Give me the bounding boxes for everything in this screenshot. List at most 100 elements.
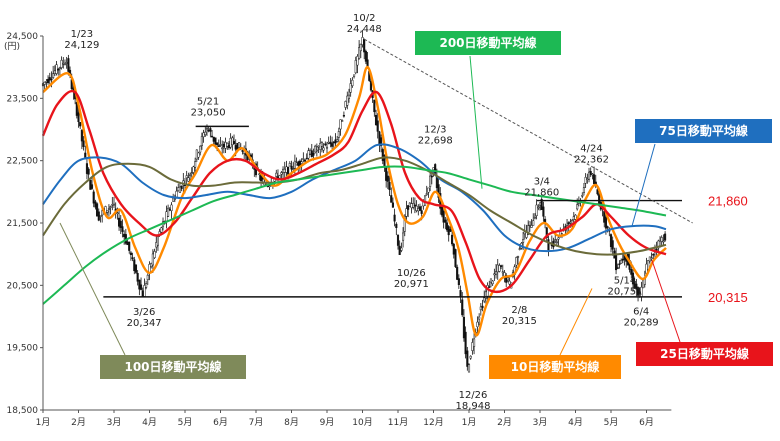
candle-body bbox=[506, 277, 509, 281]
candle-body bbox=[473, 338, 476, 347]
candle-body bbox=[190, 172, 193, 174]
candle-body bbox=[432, 167, 435, 171]
candle-body bbox=[456, 266, 459, 280]
candle-body bbox=[555, 241, 558, 244]
candle-body bbox=[52, 73, 55, 78]
candle-body bbox=[383, 155, 386, 167]
candle-body bbox=[351, 79, 354, 87]
candle-body bbox=[373, 99, 376, 113]
candle-body bbox=[60, 59, 63, 68]
candle-body bbox=[464, 331, 467, 355]
candle-body bbox=[290, 165, 293, 170]
candle-body bbox=[85, 163, 89, 174]
candle-body bbox=[501, 271, 504, 274]
candle-body bbox=[582, 187, 586, 193]
candle-body bbox=[204, 131, 207, 136]
candle-body bbox=[295, 162, 298, 166]
candle-body bbox=[467, 364, 471, 373]
candle-body bbox=[615, 254, 618, 271]
candle-body bbox=[358, 47, 361, 59]
annotation-value: 20,751 bbox=[607, 287, 642, 298]
candle-body bbox=[268, 185, 271, 187]
candle-body bbox=[139, 284, 143, 290]
annotation-value: 20,289 bbox=[624, 317, 659, 328]
candle-body bbox=[339, 119, 342, 130]
x-tick-label: 12月 bbox=[423, 417, 443, 428]
legend-100day: 100日移動平均線 bbox=[100, 355, 246, 379]
callout-200day bbox=[469, 55, 483, 189]
candle-body bbox=[540, 199, 543, 211]
candle-body bbox=[219, 144, 222, 146]
candle-body bbox=[111, 204, 114, 206]
x-tick-label: 3月 bbox=[533, 417, 548, 428]
candle-body bbox=[660, 237, 663, 242]
candle-body bbox=[459, 290, 462, 298]
candle-body bbox=[515, 257, 518, 266]
candle-body bbox=[131, 257, 134, 259]
candle-body bbox=[636, 287, 640, 296]
candle-body bbox=[354, 60, 357, 74]
candle-body bbox=[77, 112, 80, 123]
x-tick-label: 6月 bbox=[639, 417, 654, 428]
candle-body bbox=[395, 223, 398, 228]
candle-body bbox=[593, 174, 596, 185]
candle-body bbox=[231, 137, 234, 146]
candle-body bbox=[496, 264, 499, 273]
candle-body bbox=[65, 62, 68, 64]
level-label-21860: 21,860 bbox=[708, 194, 748, 209]
candle-body bbox=[374, 115, 378, 126]
callout-75day bbox=[631, 143, 656, 227]
annotation-date: 10/26 bbox=[397, 268, 426, 279]
y-tick-label: 22,500 bbox=[7, 157, 39, 167]
x-tick-label: 3月 bbox=[107, 417, 122, 428]
candle-body bbox=[479, 306, 482, 311]
y-tick-label: 18,500 bbox=[7, 406, 39, 416]
x-tick-label: 2月 bbox=[71, 417, 86, 428]
candle-body bbox=[320, 142, 323, 147]
candle-body bbox=[148, 264, 151, 273]
candle-body bbox=[334, 139, 337, 144]
candle-body bbox=[427, 187, 430, 193]
candle-body bbox=[145, 283, 148, 288]
candle-body bbox=[121, 226, 124, 232]
ma25-line bbox=[41, 89, 667, 294]
x-tick-label: 2月 bbox=[497, 417, 512, 428]
candle-body bbox=[101, 210, 104, 216]
annotation-value: 20,315 bbox=[502, 316, 537, 327]
candle-body bbox=[332, 141, 335, 144]
candle-body bbox=[452, 243, 455, 255]
candle-body bbox=[170, 204, 173, 211]
candle-body bbox=[312, 153, 315, 156]
candle-body bbox=[361, 37, 364, 45]
x-tick-label: 11月 bbox=[388, 417, 408, 428]
candle-body bbox=[307, 150, 310, 159]
candle-body bbox=[547, 239, 550, 251]
candle-body bbox=[650, 257, 653, 259]
candle-body bbox=[207, 129, 210, 132]
candle-body bbox=[281, 168, 285, 173]
candle-body bbox=[396, 235, 400, 246]
candle-body bbox=[364, 50, 367, 62]
candle-body bbox=[327, 141, 330, 144]
candle-body bbox=[197, 152, 200, 158]
annotation-date: 2/8 bbox=[511, 305, 527, 316]
candle-body bbox=[82, 140, 85, 147]
candle-body bbox=[79, 122, 82, 127]
candle-body bbox=[165, 211, 168, 222]
candle-body bbox=[47, 79, 50, 84]
candle-body bbox=[199, 145, 202, 153]
candle-body bbox=[50, 78, 53, 81]
callout-25day bbox=[651, 260, 681, 343]
candle-body bbox=[385, 167, 388, 181]
candle-body bbox=[109, 206, 112, 208]
candle-body bbox=[57, 68, 60, 71]
candle-body bbox=[177, 187, 180, 192]
candle-body bbox=[481, 305, 484, 309]
candle-body bbox=[178, 186, 181, 193]
candle-body bbox=[48, 77, 51, 81]
candle-body bbox=[381, 149, 384, 161]
x-tick-label: 10月 bbox=[352, 417, 372, 428]
candle-body bbox=[412, 203, 415, 208]
candle-body bbox=[241, 150, 244, 152]
